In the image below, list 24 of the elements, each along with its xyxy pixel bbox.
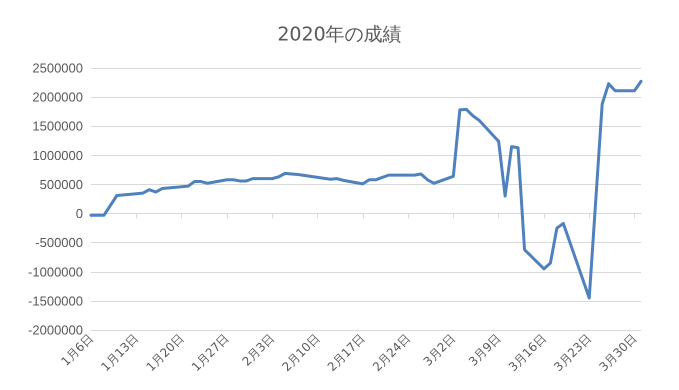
x-tick-label: 1月20日 xyxy=(143,331,187,374)
x-tick-label: 2月3日 xyxy=(239,331,278,369)
x-tick-label: 2月24日 xyxy=(370,331,414,374)
y-tick-label: 2000000 xyxy=(32,90,83,105)
y-tick-label: 1000000 xyxy=(32,148,83,163)
y-tick-label: -500000 xyxy=(35,235,83,250)
chart-title: 2020年の成績 xyxy=(277,24,402,46)
y-tick-label: -1000000 xyxy=(28,264,83,280)
y-tick-label: 1500000 xyxy=(32,118,83,134)
y-tick-label: 500000 xyxy=(40,176,83,192)
x-tick-label: 1月27日 xyxy=(188,331,232,374)
y-tick-label: 0 xyxy=(76,206,83,222)
x-tick-label: 3月9日 xyxy=(466,331,504,369)
x-tick-label: 2月10日 xyxy=(279,331,322,374)
x-tick-label: 3月2日 xyxy=(420,331,458,369)
y-tick-label: 2500000 xyxy=(32,60,83,76)
y-tick-label: -1500000 xyxy=(28,293,83,308)
x-tick-label: 2月17日 xyxy=(324,331,368,374)
x-tick-label: 1月13日 xyxy=(98,331,142,374)
y-tick-label: -2000000 xyxy=(28,322,83,338)
x-tick-label: 3月16日 xyxy=(506,331,549,374)
x-tick-label: 3月30日 xyxy=(596,331,640,374)
line-series xyxy=(90,80,642,300)
x-tick-label: 3月23日 xyxy=(551,331,594,374)
